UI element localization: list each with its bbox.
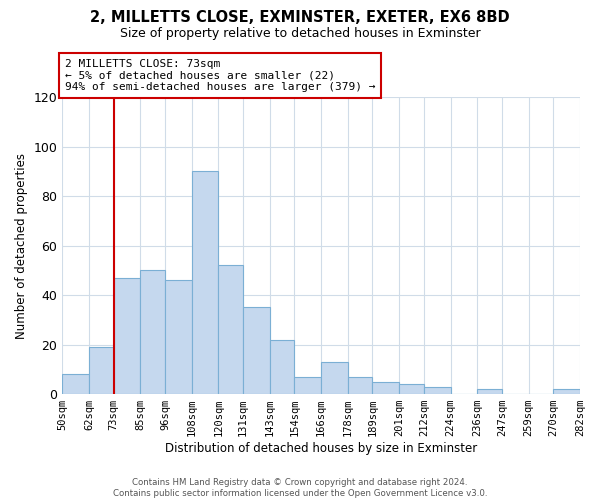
Bar (113, 278, 140, 394)
Bar (62, 374, 89, 394)
Bar (89, 347, 113, 394)
Bar (399, 384, 424, 394)
Bar (373, 382, 399, 394)
Bar (165, 280, 192, 394)
Bar (140, 270, 165, 394)
Text: Contains HM Land Registry data © Crown copyright and database right 2024.
Contai: Contains HM Land Registry data © Crown c… (113, 478, 487, 498)
Bar (295, 377, 321, 394)
Text: 2, MILLETTS CLOSE, EXMINSTER, EXETER, EX6 8BD: 2, MILLETTS CLOSE, EXMINSTER, EXETER, EX… (90, 10, 510, 25)
Bar (192, 172, 218, 394)
Text: Size of property relative to detached houses in Exminster: Size of property relative to detached ho… (119, 28, 481, 40)
Bar (553, 389, 580, 394)
X-axis label: Distribution of detached houses by size in Exminster: Distribution of detached houses by size … (165, 442, 477, 455)
Bar (218, 266, 243, 394)
Text: 2 MILLETTS CLOSE: 73sqm
← 5% of detached houses are smaller (22)
94% of semi-det: 2 MILLETTS CLOSE: 73sqm ← 5% of detached… (65, 59, 375, 92)
Bar (348, 377, 373, 394)
Bar (478, 389, 502, 394)
Y-axis label: Number of detached properties: Number of detached properties (15, 152, 28, 338)
Bar (243, 308, 270, 394)
Bar (424, 386, 451, 394)
Bar (321, 362, 348, 394)
Bar (270, 340, 295, 394)
